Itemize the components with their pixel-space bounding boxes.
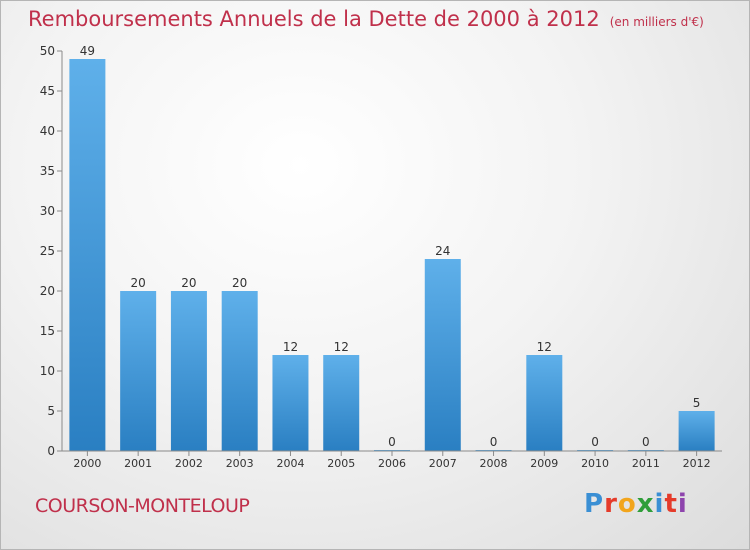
- bar-value-label: 49: [80, 44, 95, 58]
- y-tick-label: 5: [47, 404, 55, 418]
- bar-value-label: 20: [131, 276, 146, 290]
- x-tick-label: 2002: [175, 457, 203, 470]
- proxiti-logo[interactable]: Proxiti: [584, 489, 688, 519]
- y-tick-label: 30: [40, 204, 55, 218]
- x-tick-label: 2010: [581, 457, 609, 470]
- x-tick-label: 2000: [73, 457, 101, 470]
- y-tick-label: 20: [40, 284, 55, 298]
- bar-value-label: 20: [232, 276, 247, 290]
- y-tick-label: 40: [40, 124, 55, 138]
- x-tick-label: 2004: [276, 457, 304, 470]
- bar-value-label: 24: [435, 244, 450, 258]
- bar-value-label: 12: [334, 340, 349, 354]
- x-tick-label: 2005: [327, 457, 355, 470]
- x-tick-label: 2001: [124, 457, 152, 470]
- logo-letter: P: [584, 489, 605, 519]
- city-name: COURSON-MONTELOUP: [35, 495, 250, 517]
- x-tick-label: 2006: [378, 457, 406, 470]
- x-axis: 2000 2001 2002 2003 2004 2005 2006 2007 2008 2009…: [62, 450, 722, 470]
- bar-value-label: 5: [693, 396, 701, 410]
- bars: 49 20 20 20 12 12 0 24 0 12 0 0 5: [69, 44, 715, 451]
- y-tick-label: 15: [40, 324, 55, 338]
- x-tick-label: 2007: [429, 457, 457, 470]
- bar-2000: [69, 59, 106, 451]
- bar-2007: [424, 259, 461, 451]
- y-tick-label: 25: [40, 244, 55, 258]
- bar-value-label: 12: [537, 340, 552, 354]
- bar-value-label: 0: [642, 435, 650, 449]
- logo-letter: t: [664, 489, 678, 519]
- bar-2012: [678, 411, 715, 451]
- chart-title-text: Remboursements Annuels de la Dette de 20…: [28, 7, 600, 31]
- y-axis: 0 5 10 15 20 25 30 35 40 45 50: [40, 44, 63, 458]
- y-tick-label: 45: [40, 84, 55, 98]
- logo-letter: x: [636, 489, 655, 519]
- x-tick-label: 2012: [683, 457, 711, 470]
- y-tick-label: 35: [40, 164, 55, 178]
- chart-title: Remboursements Annuels de la Dette de 20…: [28, 7, 704, 31]
- bar-2005: [323, 355, 360, 451]
- bar-2009: [526, 355, 563, 451]
- bar-value-label: 0: [490, 435, 498, 449]
- bar-2003: [221, 291, 258, 451]
- chart-unit: (en milliers d'€): [609, 15, 704, 29]
- x-tick-label: 2008: [480, 457, 508, 470]
- bar-2002: [170, 291, 207, 451]
- x-tick-label: 2003: [226, 457, 254, 470]
- bar-2001: [120, 291, 157, 451]
- logo-letter: i: [677, 489, 688, 519]
- x-tick-label: 2009: [530, 457, 558, 470]
- y-tick-label: 0: [47, 444, 55, 458]
- logo-letter: i: [654, 489, 665, 519]
- bar-value-label: 12: [283, 340, 298, 354]
- bar-value-label: 20: [181, 276, 196, 290]
- y-tick-label: 50: [40, 44, 55, 58]
- bar-value-label: 0: [388, 435, 396, 449]
- logo-letter: r: [604, 489, 618, 519]
- bar-value-label: 0: [591, 435, 599, 449]
- bar-2004: [272, 355, 309, 451]
- logo-letter: o: [617, 489, 637, 519]
- y-tick-label: 10: [40, 364, 55, 378]
- x-tick-label: 2011: [632, 457, 660, 470]
